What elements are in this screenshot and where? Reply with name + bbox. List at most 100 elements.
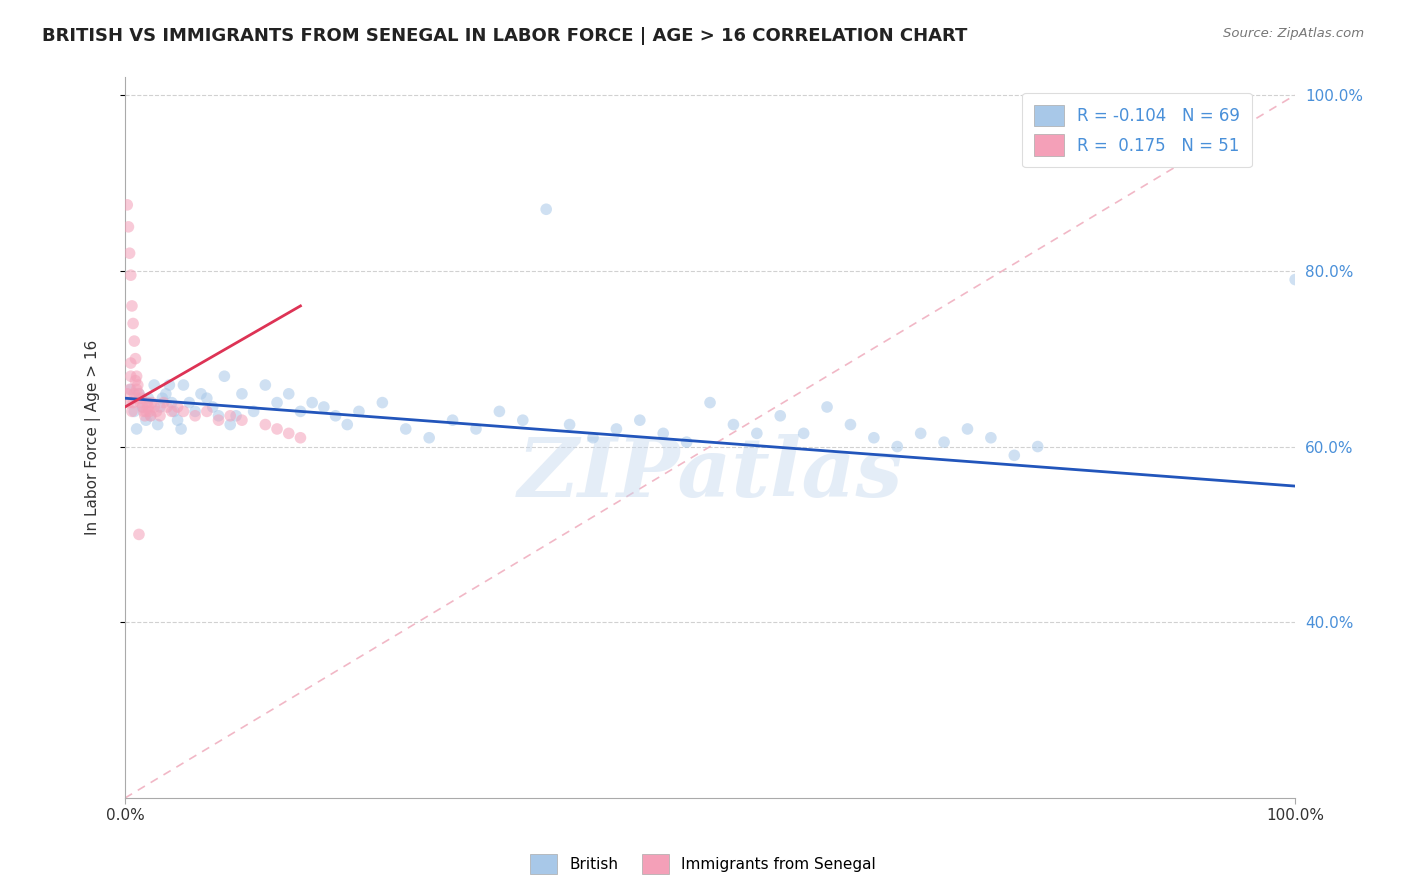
Point bbox=[128, 527, 150, 541]
Point bbox=[136, 395, 159, 409]
Text: BRITISH VS IMMIGRANTS FROM SENEGAL IN LABOR FORCE | AGE > 16 CORRELATION CHART: BRITISH VS IMMIGRANTS FROM SENEGAL IN LA… bbox=[42, 27, 967, 45]
Point bbox=[231, 413, 253, 427]
Point bbox=[956, 422, 979, 436]
Point bbox=[135, 413, 157, 427]
Point bbox=[150, 391, 173, 405]
Point bbox=[219, 417, 242, 432]
Point bbox=[170, 422, 193, 436]
Point bbox=[225, 409, 247, 423]
Point bbox=[149, 400, 172, 414]
Point bbox=[863, 431, 886, 445]
Point bbox=[301, 395, 323, 409]
Point bbox=[179, 395, 201, 409]
Point bbox=[207, 409, 229, 423]
Point bbox=[152, 395, 174, 409]
Point bbox=[141, 395, 163, 409]
Point bbox=[190, 386, 212, 401]
Point bbox=[157, 378, 180, 392]
Point bbox=[839, 417, 862, 432]
Point bbox=[184, 404, 207, 418]
Point bbox=[125, 369, 148, 384]
Point bbox=[793, 426, 815, 441]
Point bbox=[231, 386, 253, 401]
Point bbox=[1002, 448, 1025, 462]
Point bbox=[136, 400, 159, 414]
Point bbox=[127, 378, 149, 392]
Point bbox=[124, 334, 146, 348]
Point bbox=[815, 400, 838, 414]
Point bbox=[124, 351, 146, 366]
Point bbox=[254, 378, 277, 392]
Point bbox=[136, 391, 159, 405]
Point bbox=[652, 426, 675, 441]
Point bbox=[125, 422, 148, 436]
Point bbox=[195, 391, 218, 405]
Point bbox=[172, 404, 194, 418]
Point bbox=[184, 409, 207, 423]
Point bbox=[128, 386, 150, 401]
Point bbox=[201, 400, 224, 414]
Point bbox=[769, 409, 792, 423]
Point bbox=[1026, 440, 1049, 454]
Point bbox=[146, 417, 169, 432]
Point bbox=[156, 400, 179, 414]
Point bbox=[122, 317, 145, 331]
Point bbox=[207, 413, 229, 427]
Point bbox=[125, 391, 148, 405]
Point bbox=[166, 413, 188, 427]
Point bbox=[534, 202, 557, 217]
Point bbox=[266, 422, 288, 436]
Point bbox=[155, 386, 177, 401]
Point bbox=[336, 417, 359, 432]
Point bbox=[120, 356, 142, 370]
Point bbox=[131, 400, 153, 414]
Point bbox=[219, 409, 242, 423]
Point bbox=[131, 400, 153, 414]
Point bbox=[290, 404, 312, 418]
Point bbox=[347, 404, 370, 418]
Point bbox=[125, 383, 148, 397]
Point bbox=[395, 422, 418, 436]
Point bbox=[371, 395, 394, 409]
Point bbox=[143, 378, 166, 392]
Point bbox=[117, 219, 139, 234]
Point bbox=[139, 409, 162, 423]
Point bbox=[488, 404, 510, 418]
Point bbox=[290, 431, 312, 445]
Point bbox=[160, 395, 183, 409]
Point bbox=[886, 440, 908, 454]
Point bbox=[277, 386, 299, 401]
Legend: R = -0.104   N = 69, R =  0.175   N = 51: R = -0.104 N = 69, R = 0.175 N = 51 bbox=[1022, 93, 1251, 168]
Point bbox=[128, 386, 150, 401]
Point bbox=[254, 417, 277, 432]
Point bbox=[163, 404, 186, 418]
Point bbox=[558, 417, 581, 432]
Point bbox=[120, 383, 142, 397]
Point bbox=[117, 198, 139, 212]
Point bbox=[129, 391, 152, 405]
Point bbox=[166, 400, 188, 414]
Point bbox=[675, 435, 697, 450]
Point bbox=[172, 378, 194, 392]
Point bbox=[441, 413, 464, 427]
Point bbox=[214, 369, 236, 384]
Point bbox=[120, 268, 142, 282]
Y-axis label: In Labor Force | Age > 16: In Labor Force | Age > 16 bbox=[86, 340, 101, 535]
Point bbox=[135, 404, 157, 418]
Point bbox=[145, 404, 167, 418]
Point bbox=[745, 426, 768, 441]
Point bbox=[512, 413, 534, 427]
Point bbox=[160, 404, 183, 418]
Legend: British, Immigrants from Senegal: British, Immigrants from Senegal bbox=[524, 848, 882, 880]
Point bbox=[124, 404, 146, 418]
Point bbox=[266, 395, 288, 409]
Point bbox=[699, 395, 721, 409]
Point bbox=[242, 404, 264, 418]
Point bbox=[121, 299, 143, 313]
Point bbox=[118, 383, 141, 397]
Point bbox=[1284, 272, 1306, 286]
Point bbox=[325, 409, 347, 423]
Point bbox=[143, 400, 166, 414]
Point bbox=[932, 435, 955, 450]
Point bbox=[138, 404, 160, 418]
